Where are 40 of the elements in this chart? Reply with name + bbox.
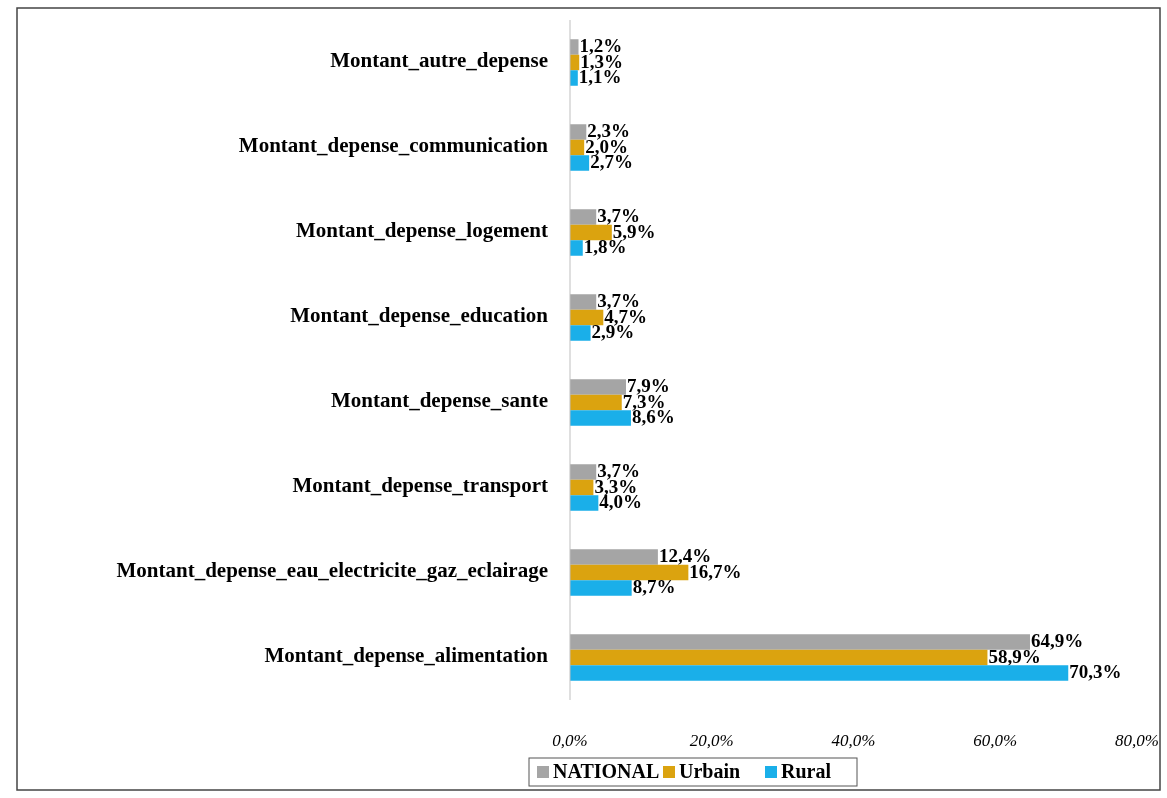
bar	[570, 665, 1069, 681]
bar	[570, 649, 988, 666]
bar	[570, 240, 583, 256]
bar	[570, 155, 590, 171]
legend-label: Rural	[781, 759, 832, 782]
bar	[570, 549, 658, 565]
bar	[570, 70, 578, 86]
bar	[570, 580, 632, 596]
bar	[570, 564, 689, 581]
bar	[570, 124, 587, 140]
y-tick-label: Montant_autre_depense	[330, 48, 548, 73]
bar	[570, 224, 612, 241]
x-tick-label: 20,0%	[689, 730, 734, 750]
legend-label: Urbain	[679, 759, 741, 782]
y-tick-label: Montant_depense_alimentation	[264, 643, 549, 668]
bar	[570, 479, 594, 496]
x-tick-label: 60,0%	[973, 730, 1018, 750]
bar	[570, 39, 579, 55]
data-label: 70,3%	[1069, 661, 1122, 683]
bar	[570, 634, 1030, 650]
bar	[570, 379, 626, 395]
data-label: 8,7%	[632, 576, 676, 598]
bar	[570, 394, 622, 411]
y-tick-label: Montant_depense_sante	[330, 388, 548, 413]
bar	[570, 325, 591, 341]
x-tick-label: 80,0%	[1115, 730, 1159, 750]
bar	[570, 309, 604, 326]
y-tick-label: Montant_depense_eau_electricite_gaz_eclairage	[116, 558, 548, 583]
x-tick-label: 40,0%	[831, 730, 876, 750]
x-tick-label: 0,0%	[552, 730, 588, 750]
bar	[570, 464, 597, 480]
legend-label: NATIONAL	[553, 759, 660, 782]
bar	[570, 209, 597, 225]
y-tick-label: Montant_depense_logement	[296, 218, 548, 243]
bar	[570, 294, 597, 310]
y-tick-label: Montant_depense_education	[290, 303, 549, 328]
y-tick-label: Montant_depense_transport	[292, 473, 548, 498]
bar	[570, 410, 631, 426]
y-tick-label: Montant_depense_communication	[238, 133, 549, 158]
bar	[570, 495, 599, 511]
